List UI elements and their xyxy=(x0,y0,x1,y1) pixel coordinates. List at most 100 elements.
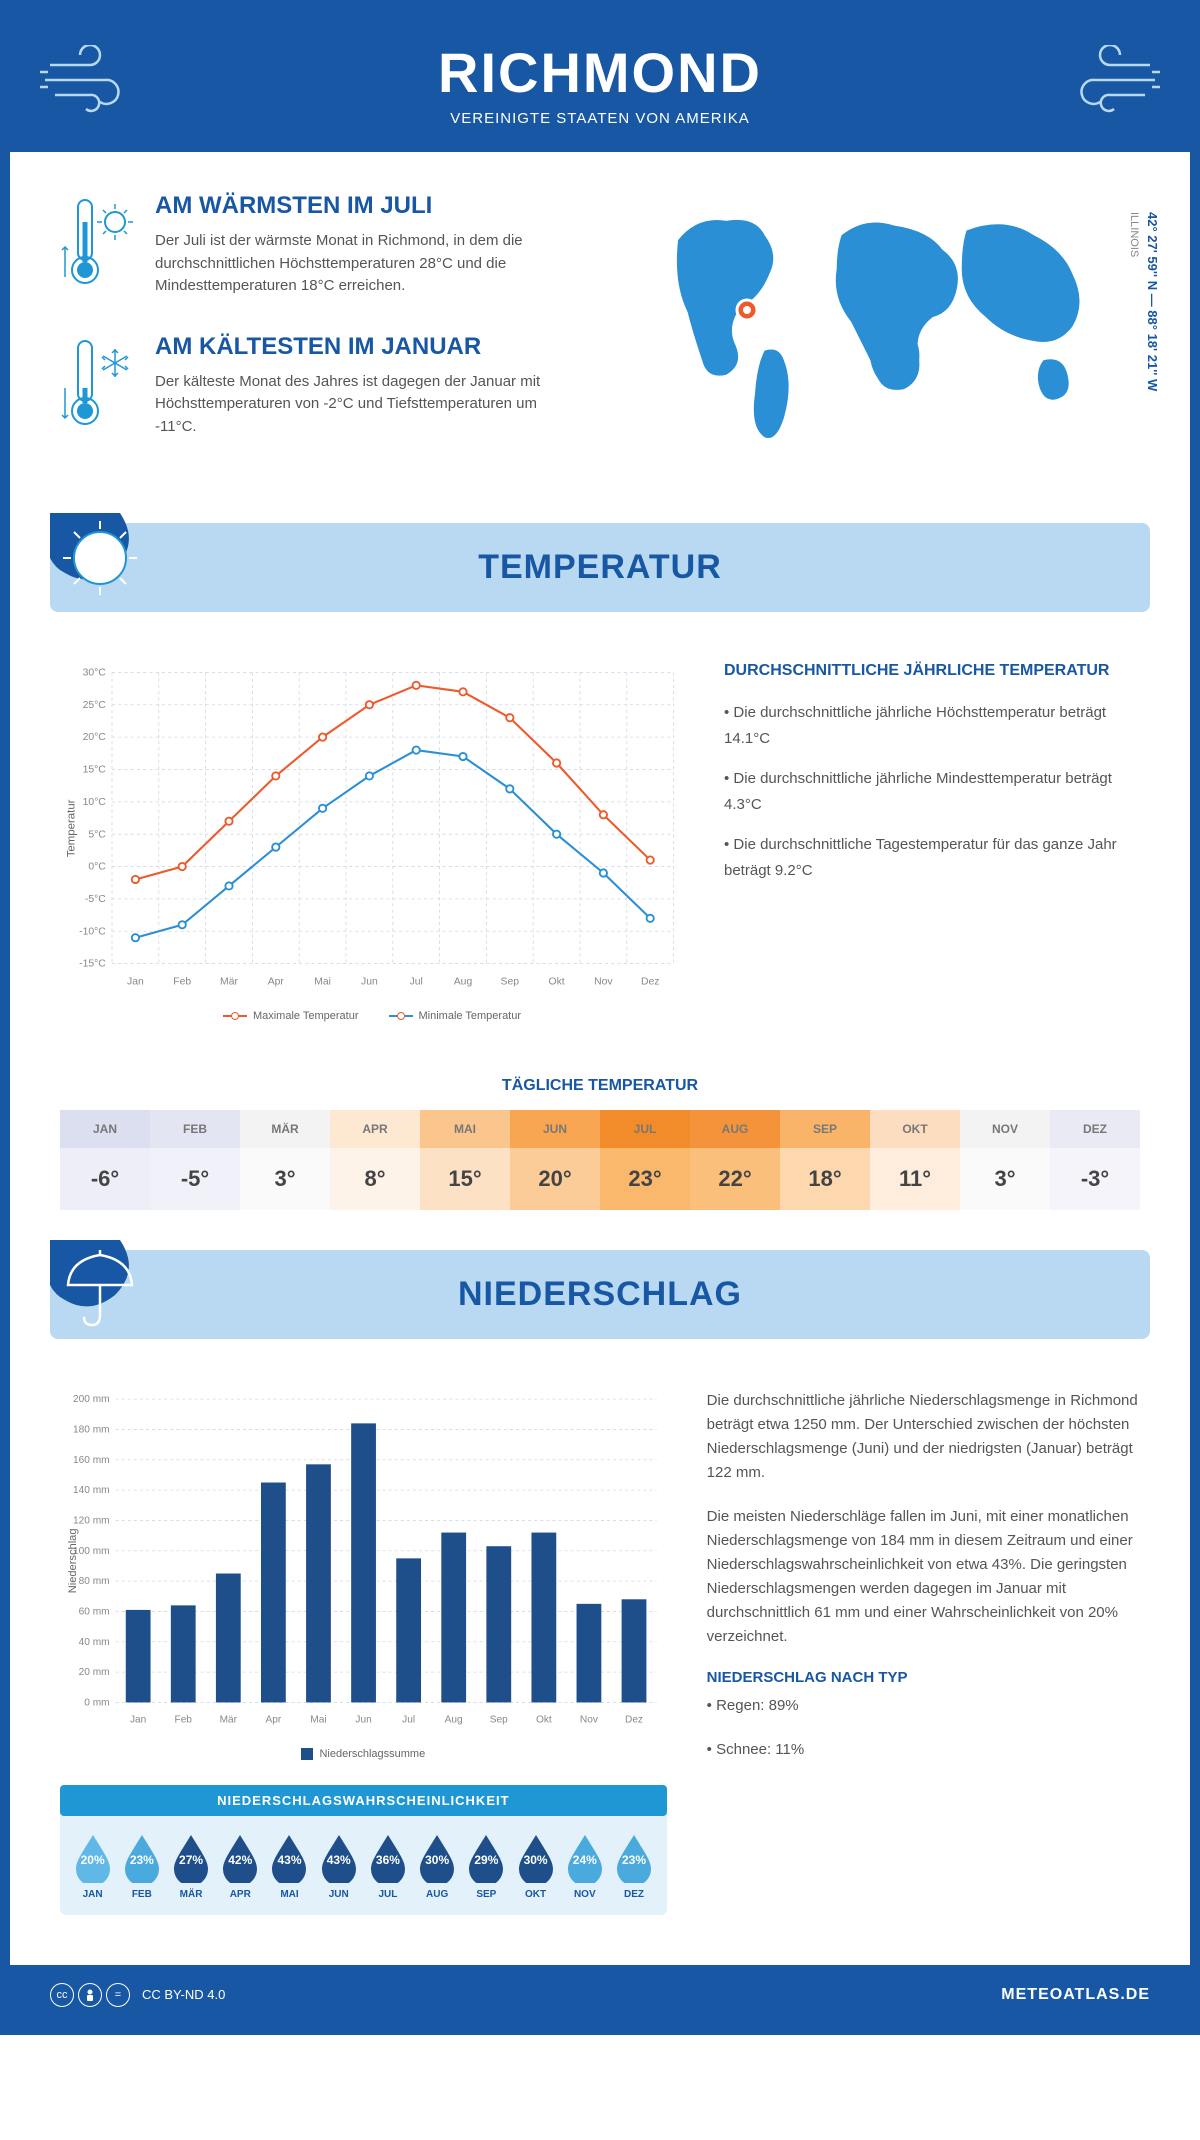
probability-title: NIEDERSCHLAGSWAHRSCHEINLICHKEIT xyxy=(60,1785,667,1816)
prob-month: MÄR xyxy=(168,1889,213,1900)
coordinates-label: 42° 27' 59'' N — 88° 18' 21'' W xyxy=(1145,212,1160,391)
prob-month: MAI xyxy=(267,1889,312,1900)
cc-icons: cc = xyxy=(50,1983,130,2007)
svg-text:Aug: Aug xyxy=(454,976,473,987)
svg-text:Okt: Okt xyxy=(536,1714,552,1725)
prob-pct: 30% xyxy=(425,1853,449,1867)
warmest-title: AM WÄRMSTEN IM JULI xyxy=(155,192,580,220)
dt-value: 11° xyxy=(870,1148,960,1210)
dt-value: 20° xyxy=(510,1148,600,1210)
coldest-title: AM KÄLTESTEN IM JANUAR xyxy=(155,333,580,361)
prob-pct: 29% xyxy=(474,1853,498,1867)
svg-text:30°C: 30°C xyxy=(83,668,107,679)
svg-text:-10°C: -10°C xyxy=(79,926,106,937)
svg-text:Niederschlag: Niederschlag xyxy=(67,1528,79,1593)
prob-pct: 23% xyxy=(622,1853,646,1867)
prob-month: OKT xyxy=(513,1889,558,1900)
svg-text:Dez: Dez xyxy=(641,976,659,987)
license-label: CC BY-ND 4.0 xyxy=(142,1987,225,2002)
svg-text:15°C: 15°C xyxy=(83,765,107,776)
raindrop-icon: 23% xyxy=(613,1831,655,1883)
prob-month: DEZ xyxy=(611,1889,656,1900)
svg-text:Nov: Nov xyxy=(580,1714,599,1725)
raindrop-icon: 43% xyxy=(318,1831,360,1883)
raindrop-icon: 36% xyxy=(367,1831,409,1883)
country-subtitle: VEREINIGTE STAATEN VON AMERIKA xyxy=(30,110,1170,127)
legend-min: Minimale Temperatur xyxy=(419,1010,522,1022)
svg-text:Okt: Okt xyxy=(549,976,565,987)
svg-text:Dez: Dez xyxy=(625,1714,643,1725)
cc-icon: cc xyxy=(50,1983,74,2007)
svg-text:10°C: 10°C xyxy=(83,797,107,808)
legend-max: Maximale Temperatur xyxy=(253,1010,359,1022)
footer: cc = CC BY-ND 4.0 METEOATLAS.DE xyxy=(10,1965,1190,2025)
raindrop-icon: 23% xyxy=(121,1831,163,1883)
daily-temp-cell: DEZ-3° xyxy=(1050,1110,1140,1210)
svg-text:120 mm: 120 mm xyxy=(73,1515,110,1526)
svg-text:-5°C: -5°C xyxy=(85,894,106,905)
temp-info-b3: • Die durchschnittliche Tagestemperatur … xyxy=(724,832,1140,883)
precipitation-section: 0 mm20 mm40 mm60 mm80 mm100 mm120 mm140 … xyxy=(10,1359,1190,1935)
probability-cell: 23% DEZ xyxy=(611,1831,656,1900)
dt-value: 22° xyxy=(690,1148,780,1210)
prob-month: SEP xyxy=(464,1889,509,1900)
dt-value: -3° xyxy=(1050,1148,1140,1210)
intro-left: AM WÄRMSTEN IM JULI Der Juli ist der wär… xyxy=(60,192,580,473)
svg-text:Jan: Jan xyxy=(127,976,144,987)
svg-text:Jul: Jul xyxy=(402,1714,415,1725)
prob-month: NOV xyxy=(562,1889,607,1900)
probability-cell: 43%JUN xyxy=(316,1831,361,1900)
prob-pct: 43% xyxy=(277,1853,301,1867)
prob-month: APR xyxy=(218,1889,263,1900)
probability-cell: 30% AUG xyxy=(415,1831,460,1900)
thermometer-cold-icon xyxy=(60,333,140,438)
svg-text:Nov: Nov xyxy=(594,976,613,987)
prob-pct: 24% xyxy=(573,1853,597,1867)
prob-month: AUG xyxy=(415,1889,460,1900)
svg-text:Mär: Mär xyxy=(220,1714,238,1725)
prob-pct: 30% xyxy=(524,1853,548,1867)
warmest-block: AM WÄRMSTEN IM JULI Der Juli ist der wär… xyxy=(60,192,580,298)
precip-p2: Die meisten Niederschläge fallen im Juni… xyxy=(707,1505,1140,1649)
dt-value: 23° xyxy=(600,1148,690,1210)
svg-text:Mai: Mai xyxy=(314,976,331,987)
dt-value: 18° xyxy=(780,1148,870,1210)
probability-cell: 20% JAN xyxy=(70,1831,115,1900)
svg-text:Apr: Apr xyxy=(266,1714,282,1725)
prob-month: FEB xyxy=(119,1889,164,1900)
dt-month: APR xyxy=(330,1110,420,1148)
dt-month: MAI xyxy=(420,1110,510,1148)
intro-right: ILLINOIS 42° 27' 59'' N — 88° 18' 21'' W xyxy=(620,192,1140,473)
prob-pct: 20% xyxy=(81,1853,105,1867)
svg-text:Jan: Jan xyxy=(130,1714,146,1725)
daily-temp-cell: JUL23° xyxy=(600,1110,690,1210)
wind-icon xyxy=(40,45,150,120)
dt-month: MÄR xyxy=(240,1110,330,1148)
dt-value: 8° xyxy=(330,1148,420,1210)
legend-precip: Niederschlagssumme xyxy=(319,1748,425,1760)
prob-month: JAN xyxy=(70,1889,115,1900)
svg-text:160 mm: 160 mm xyxy=(73,1455,110,1466)
intro-section: AM WÄRMSTEN IM JULI Der Juli ist der wär… xyxy=(10,152,1190,503)
dt-month: JUL xyxy=(600,1110,690,1148)
dt-value: 3° xyxy=(960,1148,1050,1210)
svg-text:Mär: Mär xyxy=(220,976,238,987)
dt-value: 3° xyxy=(240,1148,330,1210)
svg-text:180 mm: 180 mm xyxy=(73,1424,110,1435)
prob-pct: 42% xyxy=(228,1853,252,1867)
svg-text:5°C: 5°C xyxy=(88,829,106,840)
temperature-title: TEMPERATUR xyxy=(70,548,1130,587)
svg-text:Jun: Jun xyxy=(355,1714,371,1725)
svg-text:Sep: Sep xyxy=(501,976,520,987)
dt-month: JAN xyxy=(60,1110,150,1148)
probability-cell: 43% MAI xyxy=(267,1831,312,1900)
precip-type-b1: • Regen: 89% xyxy=(707,1694,1140,1718)
daily-temp-cell: OKT11° xyxy=(870,1110,960,1210)
svg-text:Apr: Apr xyxy=(268,976,285,987)
svg-text:-15°C: -15°C xyxy=(79,959,106,970)
svg-text:Jul: Jul xyxy=(410,976,423,987)
daily-temp-cell: MAI15° xyxy=(420,1110,510,1210)
svg-text:80 mm: 80 mm xyxy=(79,1576,110,1587)
svg-text:20 mm: 20 mm xyxy=(79,1667,110,1678)
svg-text:Sep: Sep xyxy=(490,1714,508,1725)
